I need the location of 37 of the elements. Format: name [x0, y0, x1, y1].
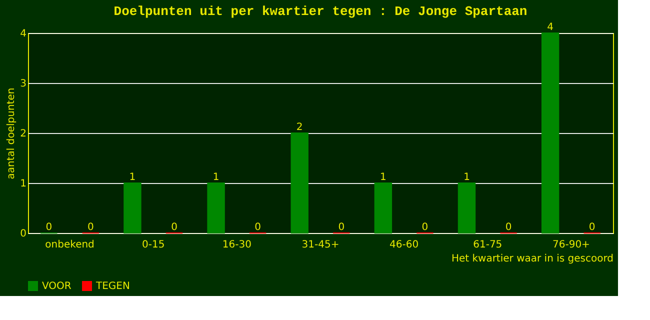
- data-label: 1: [129, 172, 136, 183]
- x-axis-title: Het kwartier waar in is gescoord: [451, 254, 614, 264]
- y-tick-label: 3: [20, 78, 26, 90]
- y-tick-label: 4: [20, 28, 26, 40]
- data-label: 1: [212, 172, 220, 183]
- bar: [290, 132, 308, 234]
- data-label: 1: [380, 172, 386, 183]
- x-tick-label: onbekend: [45, 240, 94, 250]
- x-tick-label: 76-90+: [552, 240, 590, 250]
- x-tick-label: 16-30: [222, 240, 252, 250]
- data-label: 0: [588, 222, 596, 233]
- data-label: 0: [87, 222, 94, 233]
- data-label: 0: [422, 222, 428, 233]
- bar: [458, 182, 476, 234]
- y-axis-title: aantal doelpunten: [6, 88, 18, 180]
- bar: [541, 32, 560, 234]
- legend-label: VOOR: [42, 281, 72, 292]
- x-tick-label: 46-60: [390, 240, 419, 250]
- data-label: 4: [547, 22, 554, 33]
- x-tick-label: 31-45+: [302, 240, 340, 250]
- x-tick-label: 61-75: [473, 240, 502, 250]
- bar: [374, 182, 392, 234]
- legend-label: TEGEN: [95, 281, 130, 292]
- x-tick-label: 0-15: [142, 240, 165, 250]
- data-label: 0: [338, 222, 345, 233]
- data-label: 0: [171, 222, 178, 233]
- y-tick-label: 1: [20, 178, 26, 190]
- chart-title: Doelpunten uit per kwartier tegen : De Jonge Spartaan: [114, 4, 528, 19]
- data-label: 2: [296, 122, 303, 133]
- y-tick-label: 2: [20, 128, 26, 140]
- data-label: 0: [254, 222, 262, 233]
- y-tick-label: 0: [20, 228, 26, 240]
- bar: [207, 182, 225, 234]
- data-label: 0: [505, 222, 512, 233]
- data-label: 1: [464, 172, 470, 183]
- data-label: 0: [46, 222, 52, 233]
- bar: [124, 182, 142, 234]
